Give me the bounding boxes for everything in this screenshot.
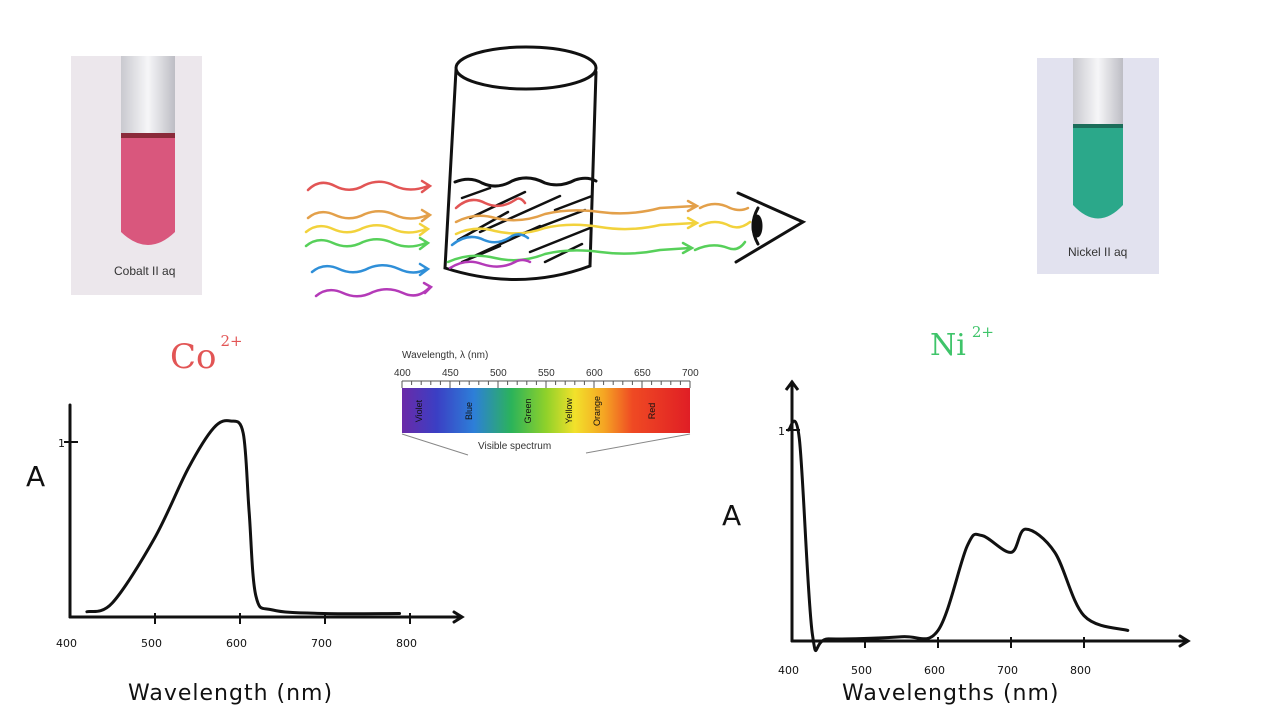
x-axis	[790, 634, 1191, 648]
cobalt-ion-symbol: Co	[170, 337, 216, 377]
spectrum-title: Wavelength, λ (nm)	[402, 350, 488, 361]
ray-yellow-incoming	[304, 222, 431, 237]
absorbance-curve	[85, 419, 402, 616]
nickel-ion-charge: 2+	[972, 323, 994, 341]
x-tick-label: 500	[141, 637, 162, 650]
ray-violet-absorbed	[448, 258, 532, 270]
ray-green-incoming	[304, 236, 431, 251]
beaker-sketch	[443, 45, 598, 282]
x-tick-label: 800	[1070, 664, 1091, 677]
spectrum-tick-label: 500	[490, 368, 507, 379]
spectrum-tick-label: 450	[442, 368, 459, 379]
y-axis-arrow	[784, 379, 800, 391]
ray-red-incoming	[306, 179, 433, 194]
spectrum-tick-label: 550	[538, 368, 555, 379]
spectrum-band-label: Orange	[592, 396, 602, 426]
ray-violet-incoming	[314, 281, 434, 298]
y-tick-label: 1	[778, 425, 785, 438]
nickel-photo: Nickel II aq	[1037, 58, 1159, 274]
spectrum-band-label: Blue	[464, 402, 474, 420]
absorbance-curve	[786, 419, 1130, 653]
x-tick-label: 400	[56, 637, 77, 650]
spectrum-tick-label: 600	[586, 368, 603, 379]
cobalt-meniscus	[121, 133, 175, 138]
spectrum-band-label: Green	[523, 398, 533, 423]
nickel-solution	[1073, 126, 1123, 219]
x-tick-label: 600	[924, 664, 945, 677]
solution-hatching	[456, 186, 594, 264]
cobalt-absorbance-chart: 1 400 500 600 700 800 A Wavelength (nm)	[26, 403, 465, 706]
x-tick-label: 500	[851, 664, 872, 677]
ray-yellow-transmitted	[454, 216, 752, 236]
y-axis-label: A	[722, 499, 741, 532]
nickel-meniscus	[1073, 124, 1123, 128]
x-axis-label: Wavelengths (nm)	[842, 681, 1060, 706]
spectrum-band-labels: Violet Blue Green Yellow Orange Red	[414, 396, 657, 426]
ray-red-absorbed	[454, 197, 527, 210]
y-tick-label: 1	[58, 437, 65, 450]
spectrum-ticks: 400 450 500 550 600 650 700	[394, 368, 699, 388]
x-tick-label: 800	[396, 637, 417, 650]
eye-pupil	[751, 214, 763, 238]
spectrum-tick-label: 650	[634, 368, 651, 379]
spectrum-tick-label: 400	[394, 368, 411, 379]
x-tick-label: 400	[778, 664, 799, 677]
ray-green-transmitted	[446, 240, 747, 264]
solution-surface	[453, 176, 598, 188]
spectrum-bracket	[401, 433, 691, 456]
x-axis	[68, 610, 465, 624]
beaker-body	[443, 68, 598, 282]
visible-spectrum: Wavelength, λ (nm) 400 450 500 550 600 650 700…	[394, 350, 699, 456]
ray-blue-incoming	[310, 262, 431, 277]
nickel-absorbance-chart: 1 400 500 600 700 800 A Wavelengths (nm)	[722, 379, 1191, 706]
eye-sketch	[734, 191, 807, 264]
spectrum-caption: Visible spectrum	[478, 441, 551, 452]
cobalt-photo-caption: Cobalt II aq	[114, 264, 175, 278]
cobalt-photo: Cobalt II aq	[71, 56, 202, 295]
x-tick-label: 700	[997, 664, 1018, 677]
nickel-photo-caption: Nickel II aq	[1068, 245, 1127, 259]
x-tick-label: 600	[226, 637, 247, 650]
spectrum-tick-label: 700	[682, 368, 699, 379]
spectrum-bar	[402, 388, 690, 433]
ray-orange-incoming	[306, 208, 433, 223]
nickel-ion-label: Ni 2+	[930, 323, 994, 363]
cobalt-tube-glass	[121, 56, 175, 146]
ray-orange-transmitted	[454, 199, 750, 224]
spectrum-band-label: Red	[647, 403, 657, 420]
light-rays	[304, 179, 752, 298]
y-axis-label: A	[26, 460, 45, 493]
nickel-tube-glass	[1073, 58, 1123, 136]
ray-blue-absorbed	[450, 233, 530, 247]
x-tick-label: 700	[311, 637, 332, 650]
beaker-rim	[454, 45, 598, 91]
spectrum-band-label: Violet	[414, 399, 424, 422]
nickel-ion-symbol: Ni	[930, 328, 966, 363]
x-axis-label: Wavelength (nm)	[128, 681, 333, 706]
cobalt-solution	[121, 136, 175, 245]
cobalt-ion-label: Co 2+	[170, 332, 243, 377]
cobalt-ion-charge: 2+	[220, 332, 242, 350]
spectrum-band-label: Yellow	[564, 398, 574, 424]
eye-outline	[734, 191, 807, 264]
